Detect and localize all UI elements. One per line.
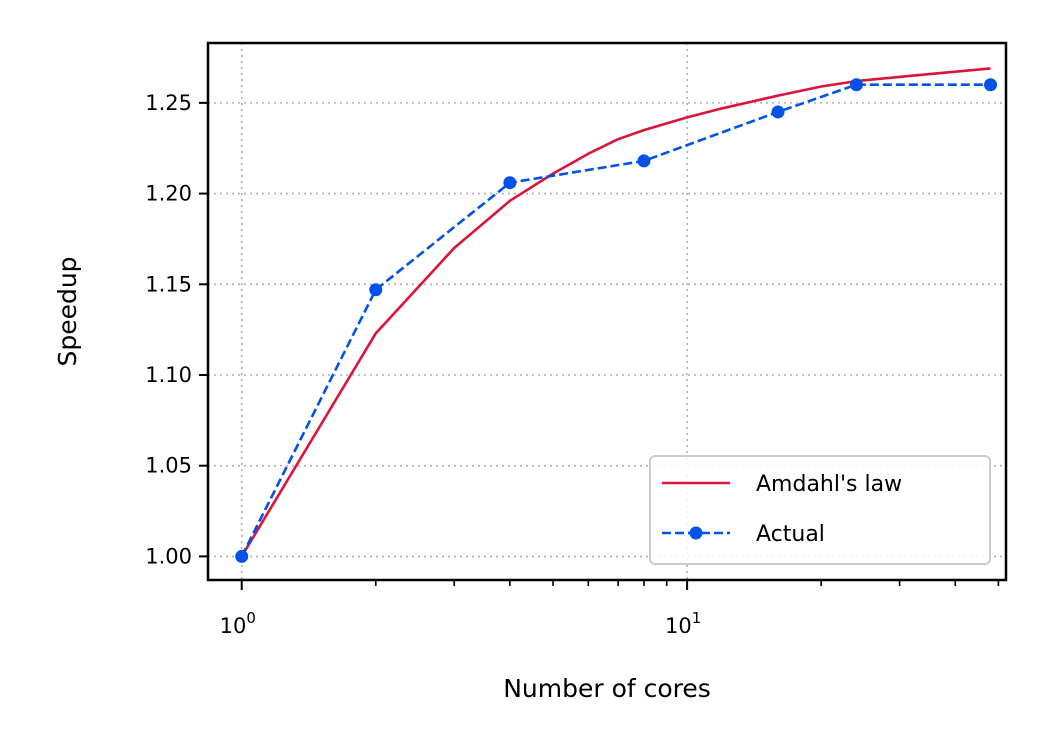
series-point-1: [369, 283, 383, 297]
y-tick-label: 1.20: [145, 182, 192, 206]
x-tick-label: 100: [220, 609, 256, 638]
series-point-1: [984, 78, 998, 92]
series-layer: [235, 67, 998, 563]
y-tick-label: 1.05: [145, 454, 192, 478]
series-line-0: [240, 67, 991, 558]
y-tick-label: 1.25: [145, 91, 192, 115]
y-tick-label: 1.10: [145, 363, 192, 387]
x-axis-label: Number of cores: [503, 674, 711, 703]
legend-box: [649, 455, 991, 565]
legend: Amdahl's law Actual: [649, 455, 991, 565]
grid-lines: [208, 43, 1006, 580]
y-axis-label: Speedup: [53, 256, 82, 366]
series-point-1: [235, 549, 249, 563]
series-point-1: [637, 154, 651, 168]
y-tick-label: 1.00: [145, 544, 192, 568]
series-point-1: [849, 78, 863, 92]
series-point-1: [503, 176, 517, 190]
axis-ticks: 1.00 1.05 1.10 1.15 1.20 1.25 100 101: [145, 91, 1000, 638]
legend-label: Actual: [756, 522, 825, 547]
x-tick-label: 101: [665, 609, 701, 638]
legend-label: Amdahl's law: [756, 472, 902, 497]
series-point-1: [771, 105, 785, 119]
legend-marker-1: [689, 526, 703, 540]
plot-frame: [206, 41, 1008, 582]
y-tick-label: 1.15: [145, 272, 192, 296]
